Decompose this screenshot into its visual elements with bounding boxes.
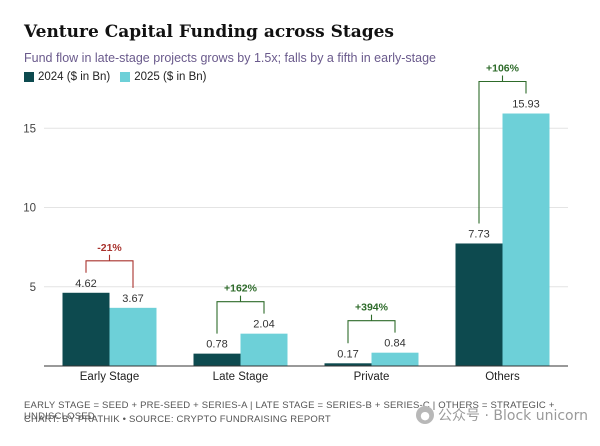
bar-2025-2 [371, 352, 419, 366]
bar-2025-3 [502, 113, 550, 367]
wechat-icon: ● [416, 406, 435, 424]
bar-2025-1 [240, 333, 288, 366]
bar-2024-2 [324, 363, 372, 366]
bar-2025-0 [109, 307, 157, 366]
footer-definitions: EARLY STAGE = SEED + PRE-SEED + SERIES-A… [24, 400, 555, 422]
y-tick-label-15: 15 [23, 123, 36, 135]
legend-label-2024: 2024 ($ in Bn) [38, 71, 111, 83]
data-label-2025-2: 0.84 [384, 338, 405, 350]
annotation-label-1: +162% [224, 283, 258, 295]
annotation-label-2: +394% [355, 302, 389, 314]
x-tick-label-2: Private [354, 371, 390, 383]
data-label-2024-3: 7.73 [468, 228, 489, 240]
y-tick-label-10: 10 [23, 203, 36, 215]
annotation-label-3: +106% [486, 63, 520, 75]
legend-label-2025: 2025 ($ in Bn) [134, 71, 207, 83]
footer-source: CHART: BY PRATHIK • SOURCE: CRYPTO FUNDR… [24, 414, 331, 425]
watermark: ● 公众号 · Block unicorn [416, 405, 588, 425]
y-tick-label-5: 5 [30, 282, 36, 294]
data-label-2025-0: 3.67 [122, 293, 143, 305]
x-tick-label-3: Others [485, 371, 520, 383]
x-tick-label-0: Early Stage [80, 371, 139, 383]
data-label-2024-0: 4.62 [75, 278, 96, 290]
data-label-2025-1: 2.04 [253, 319, 274, 331]
legend-swatch-2024 [24, 72, 34, 82]
legend-swatch-2025 [120, 72, 131, 82]
bar-2024-0 [62, 292, 110, 366]
bar-2024-3 [455, 243, 503, 366]
data-label-2024-2: 0.17 [337, 348, 358, 360]
chart-title: Venture Capital Funding across Stages [24, 22, 394, 42]
chart-subtitle: Fund flow in late-stage projects grows b… [24, 51, 436, 65]
legend: 2024 ($ in Bn) 2025 ($ in Bn) [24, 71, 217, 83]
data-label-2025-3: 15.93 [512, 99, 540, 111]
watermark-text: 公众号 · Block unicorn [438, 408, 588, 424]
x-tick-label-1: Late Stage [213, 371, 269, 383]
annotation-label-0: -21% [97, 242, 122, 254]
legend-item-2025: 2025 ($ in Bn) [120, 71, 207, 83]
legend-item-2024: 2024 ($ in Bn) [24, 71, 110, 83]
bar-2024-1 [193, 353, 241, 366]
data-label-2024-1: 0.78 [206, 339, 227, 351]
